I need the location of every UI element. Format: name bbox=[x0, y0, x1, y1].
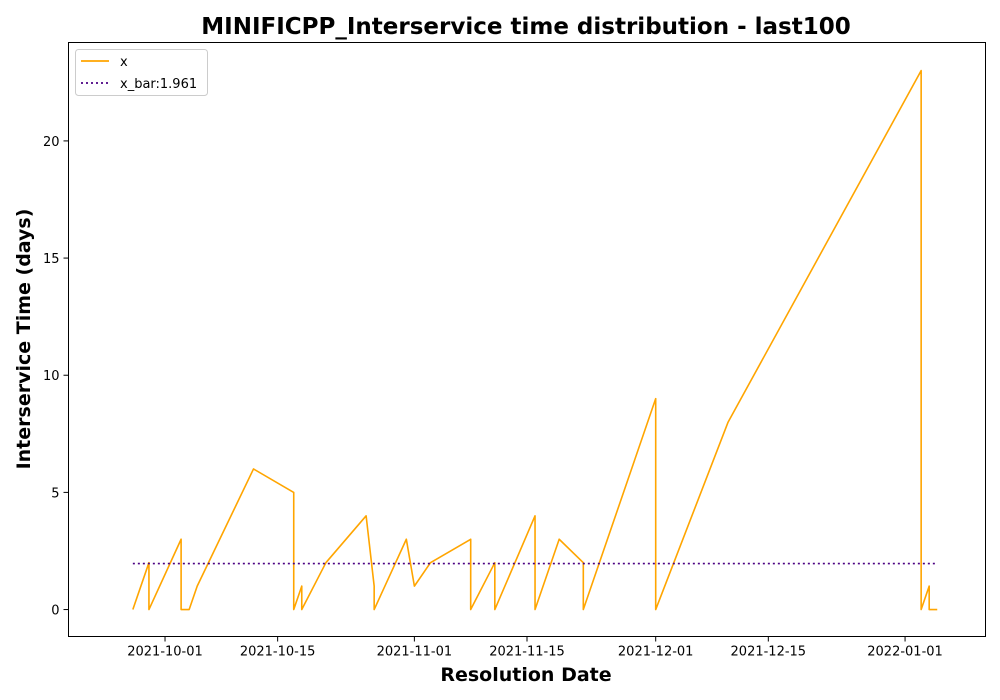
legend-label-x-bar: x_bar:1.961 bbox=[120, 77, 197, 92]
legend: x x_bar:1.961 bbox=[75, 49, 208, 96]
x-tick-label: 2021-11-01 bbox=[377, 645, 453, 660]
plot-frame bbox=[68, 42, 986, 637]
y-tick-label: 0 bbox=[51, 604, 59, 619]
series-line-0 bbox=[132, 69, 938, 611]
y-tick-label: 20 bbox=[43, 135, 60, 150]
x-axis-label: Resolution Date bbox=[440, 664, 611, 686]
y-axis-ticks: 0 5 10 15 20 bbox=[43, 135, 69, 619]
x-tick-label: 2021-12-15 bbox=[731, 645, 807, 660]
y-axis-label: Interservice Time (days) bbox=[13, 209, 35, 470]
x-tick-label: 2022-01-01 bbox=[867, 645, 943, 660]
x-tick-label: 2021-10-15 bbox=[240, 645, 316, 660]
x-axis-ticks: 2021-10-01 2021-10-15 2021-11-01 2021-11-15… bbox=[127, 636, 943, 660]
x-tick-label: 2021-12-01 bbox=[618, 645, 694, 660]
y-tick-label: 10 bbox=[43, 369, 60, 384]
y-tick-label: 5 bbox=[51, 486, 59, 501]
y-tick-label: 15 bbox=[43, 252, 60, 267]
series-layer bbox=[132, 69, 938, 611]
x-tick-label: 2021-10-01 bbox=[127, 645, 203, 660]
legend-label-x: x bbox=[120, 55, 128, 70]
x-tick-label: 2021-11-15 bbox=[489, 645, 565, 660]
chart-title: MINIFICPP_Interservice time distribution… bbox=[201, 14, 851, 40]
